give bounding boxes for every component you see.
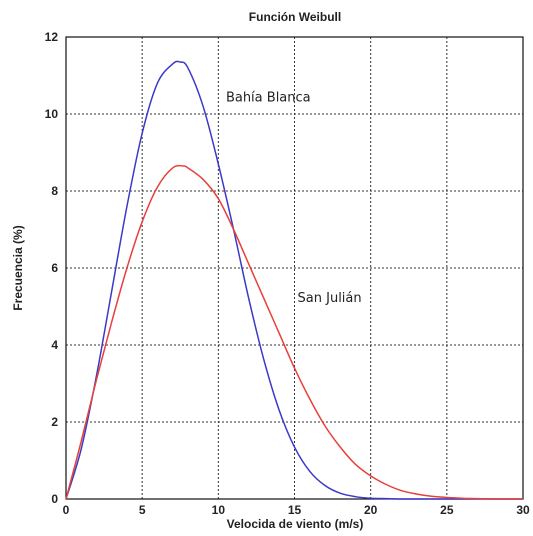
series-line-bah-a-blanca — [65, 60, 523, 500]
grid — [66, 37, 523, 499]
x-tick-label: 30 — [516, 503, 530, 517]
series-annotation: San Julián — [298, 291, 362, 306]
chart-title: Función Weibull — [249, 10, 341, 24]
plot-frame — [65, 36, 524, 500]
x-tick-label: 20 — [364, 503, 378, 517]
x-tick-label: 0 — [63, 503, 70, 517]
y-tick-label: 0 — [51, 492, 58, 506]
annotations: Bahía Blanca San Julián — [226, 91, 362, 306]
x-tick-label: 10 — [212, 503, 226, 517]
x-tick-label: 25 — [440, 503, 454, 517]
x-tick-label: 5 — [139, 503, 146, 517]
y-tick-label: 8 — [51, 184, 58, 198]
x-axis-label: Velocida de viento (m/s) — [227, 517, 364, 531]
y-tick-label: 10 — [45, 107, 59, 121]
axis-ticks: 0 5 10 15 20 25 30 0 2 4 6 8 10 12 — [45, 30, 530, 517]
x-tick-label: 15 — [288, 503, 302, 517]
series-annotation: Bahía Blanca — [226, 91, 311, 106]
series-group — [65, 60, 524, 500]
y-axis-label: Frecuencia (%) — [11, 225, 25, 310]
series-line-san-juli-n — [65, 164, 524, 500]
y-tick-label: 4 — [51, 338, 58, 352]
y-tick-label: 12 — [45, 30, 59, 44]
y-tick-label: 2 — [51, 415, 58, 429]
y-tick-label: 6 — [51, 261, 58, 275]
